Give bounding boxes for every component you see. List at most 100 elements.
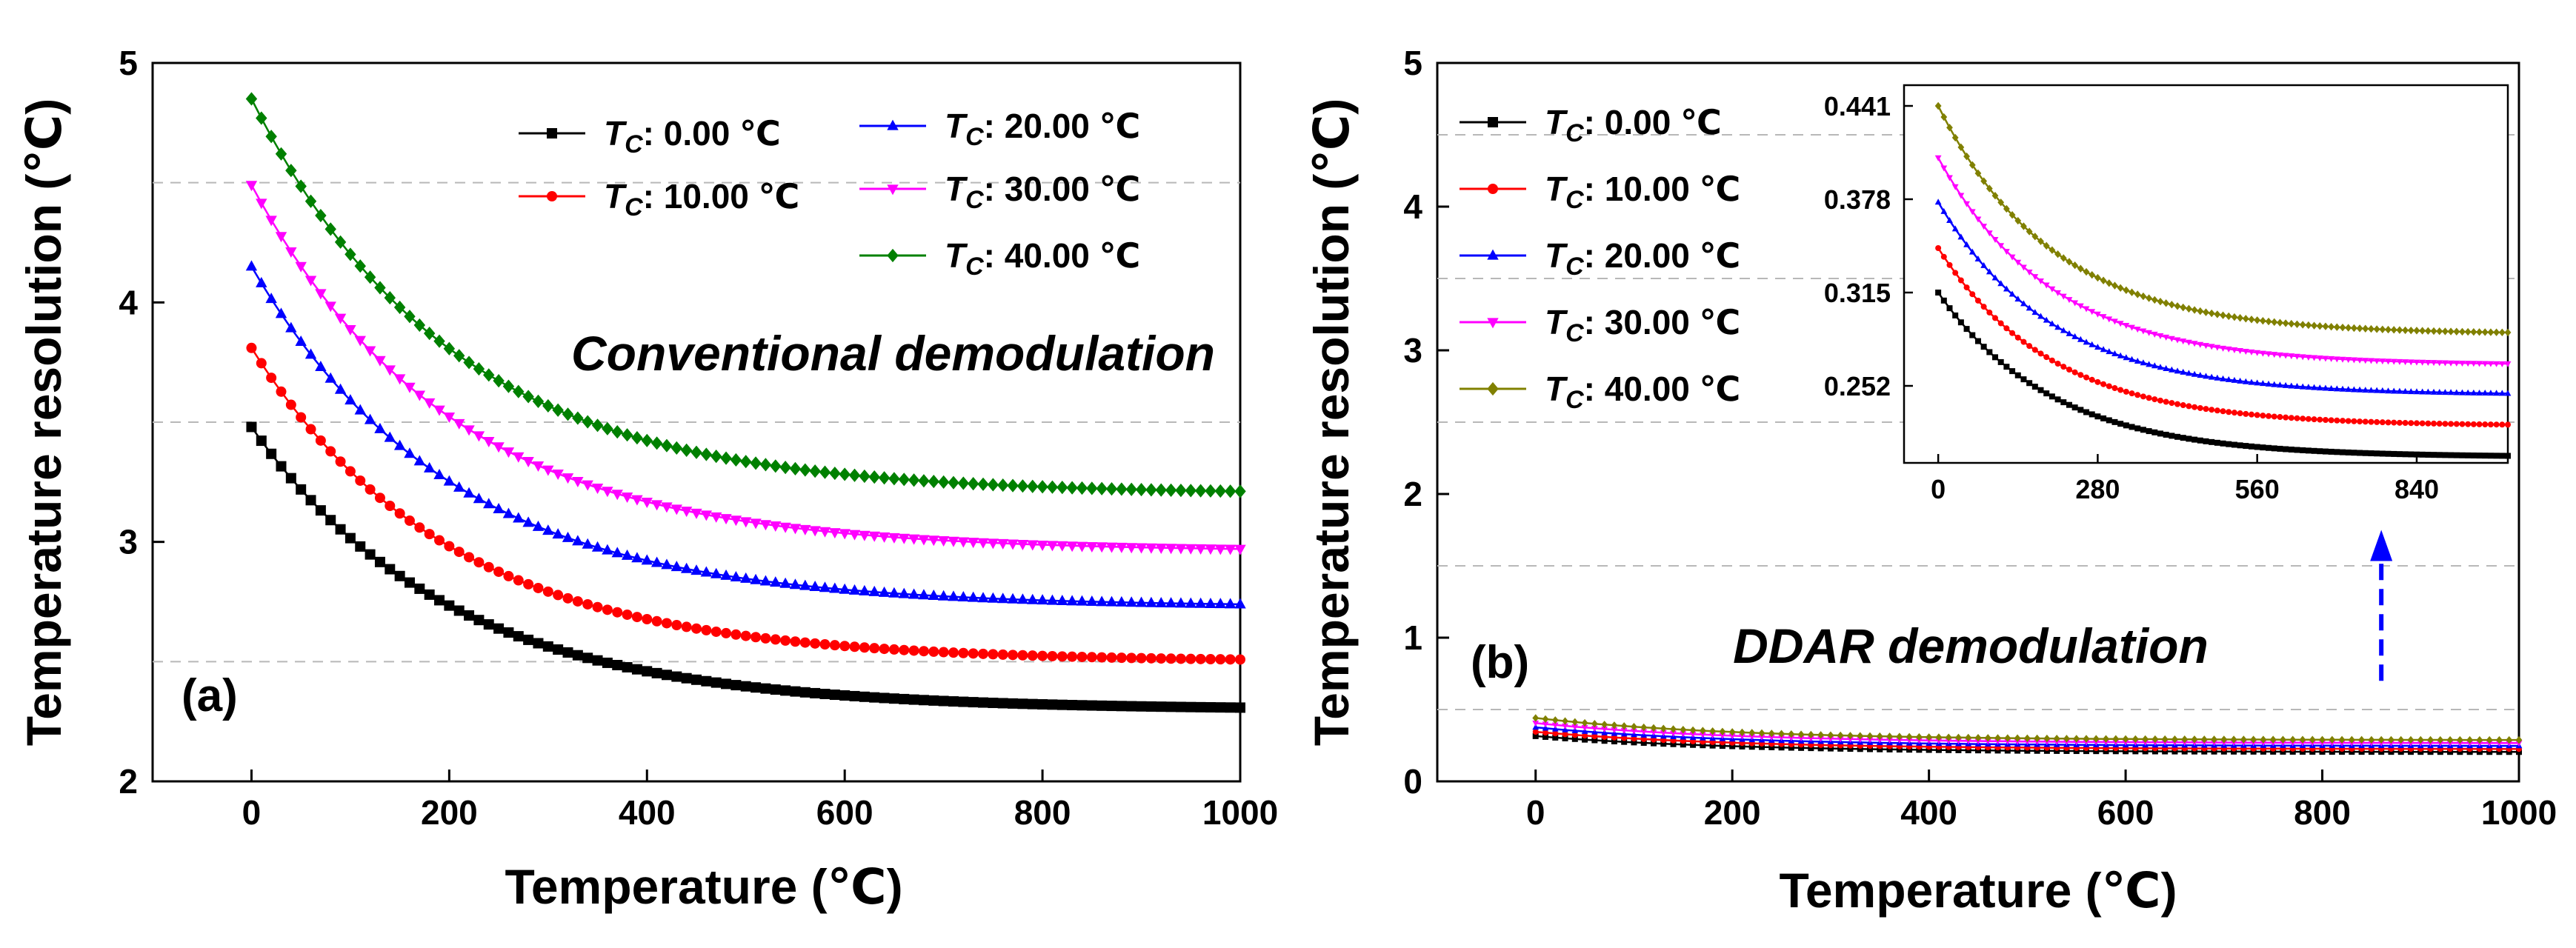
legend-label: TC: 0.00 ℃ (1545, 103, 1722, 147)
data-point (651, 615, 662, 627)
series-1 (1532, 729, 2522, 752)
legend-swatch-marker (887, 248, 899, 263)
data-point (2157, 397, 2163, 404)
data-point (1582, 736, 1588, 743)
data-point (1935, 733, 1943, 741)
data-point (1837, 731, 1844, 740)
data-point (325, 372, 336, 383)
data-point (1997, 358, 2004, 365)
data-point (878, 586, 891, 597)
data-point (799, 637, 811, 648)
data-point (2037, 350, 2044, 357)
data-point (1968, 161, 1976, 170)
data-point (2254, 350, 2261, 356)
data-point (533, 638, 544, 649)
data-point (2397, 749, 2404, 755)
data-point (631, 430, 643, 445)
data-point (2470, 389, 2477, 395)
data-point (355, 475, 366, 486)
data-point (1194, 544, 1207, 555)
data-point (1957, 233, 1965, 240)
data-point (967, 591, 979, 602)
data-point (2385, 450, 2392, 457)
data-point (2424, 388, 2432, 395)
series-4 (1532, 714, 2523, 744)
data-point (1008, 698, 1019, 709)
data-point (1650, 724, 1657, 732)
data-point (591, 541, 604, 552)
data-point (2020, 376, 2027, 383)
data-point (1542, 715, 1549, 724)
data-point (661, 670, 672, 681)
data-point (651, 667, 662, 678)
data-point (2157, 297, 2164, 306)
data-point (2020, 264, 2027, 271)
data-point (1106, 701, 1117, 712)
data-point (2214, 344, 2221, 351)
data-point (2231, 441, 2237, 448)
data-point (1037, 699, 1048, 710)
data-point (1797, 730, 1805, 738)
data-point (1877, 746, 1883, 752)
data-point (2083, 306, 2090, 313)
data-point (2008, 290, 2016, 297)
data-point (848, 584, 861, 595)
data-point (335, 524, 346, 535)
data-point (246, 421, 257, 433)
data-point (1974, 297, 1981, 304)
data-point (1165, 544, 1177, 555)
inset-x-tick-label: 0 (1931, 474, 1946, 504)
data-point (2493, 453, 2500, 459)
legend-label: TC: 0.00 ℃ (604, 114, 781, 158)
data-point (2151, 362, 2158, 369)
data-point (1670, 725, 1677, 733)
data-point (1214, 598, 1227, 609)
data-point (1027, 593, 1039, 604)
data-point (2270, 748, 2277, 755)
data-point (394, 570, 405, 581)
data-point (2311, 321, 2317, 330)
data-point (423, 326, 436, 341)
data-point (2309, 749, 2316, 755)
data-point (967, 477, 979, 491)
data-point (473, 493, 485, 504)
data-point (721, 627, 732, 638)
data-point (829, 528, 841, 539)
data-point (1008, 650, 1019, 661)
data-point (542, 586, 553, 597)
data-point (1817, 745, 1824, 752)
data-point (513, 575, 524, 586)
data-point (958, 647, 969, 658)
data-point (2123, 323, 2130, 330)
data-point (1225, 702, 1236, 713)
data-point (1847, 732, 1854, 740)
data-point (1690, 741, 1697, 748)
data-point (2368, 324, 2374, 333)
data-point (2129, 390, 2135, 397)
data-point (810, 638, 821, 649)
data-point (414, 522, 425, 533)
data-point (2379, 325, 2386, 333)
data-point (612, 607, 623, 618)
data-point (2357, 450, 2363, 456)
data-point (2436, 360, 2443, 367)
data-point (2299, 383, 2306, 390)
data-point (1116, 701, 1127, 712)
data-point (2151, 396, 2158, 403)
data-point (374, 356, 386, 367)
data-point (611, 547, 623, 558)
data-point (1155, 483, 1167, 497)
data-point (2408, 420, 2414, 427)
data-point (2103, 748, 2109, 755)
data-point (661, 438, 673, 453)
data-point (2031, 309, 2039, 316)
data-point (2083, 374, 2090, 381)
series-line (250, 266, 1241, 606)
data-point (553, 590, 564, 601)
data-point (2496, 735, 2503, 744)
data-point (1916, 747, 1923, 753)
data-point (622, 661, 633, 672)
inset-frame (1903, 84, 2509, 464)
data-point (533, 582, 544, 593)
data-point (2026, 269, 2033, 276)
